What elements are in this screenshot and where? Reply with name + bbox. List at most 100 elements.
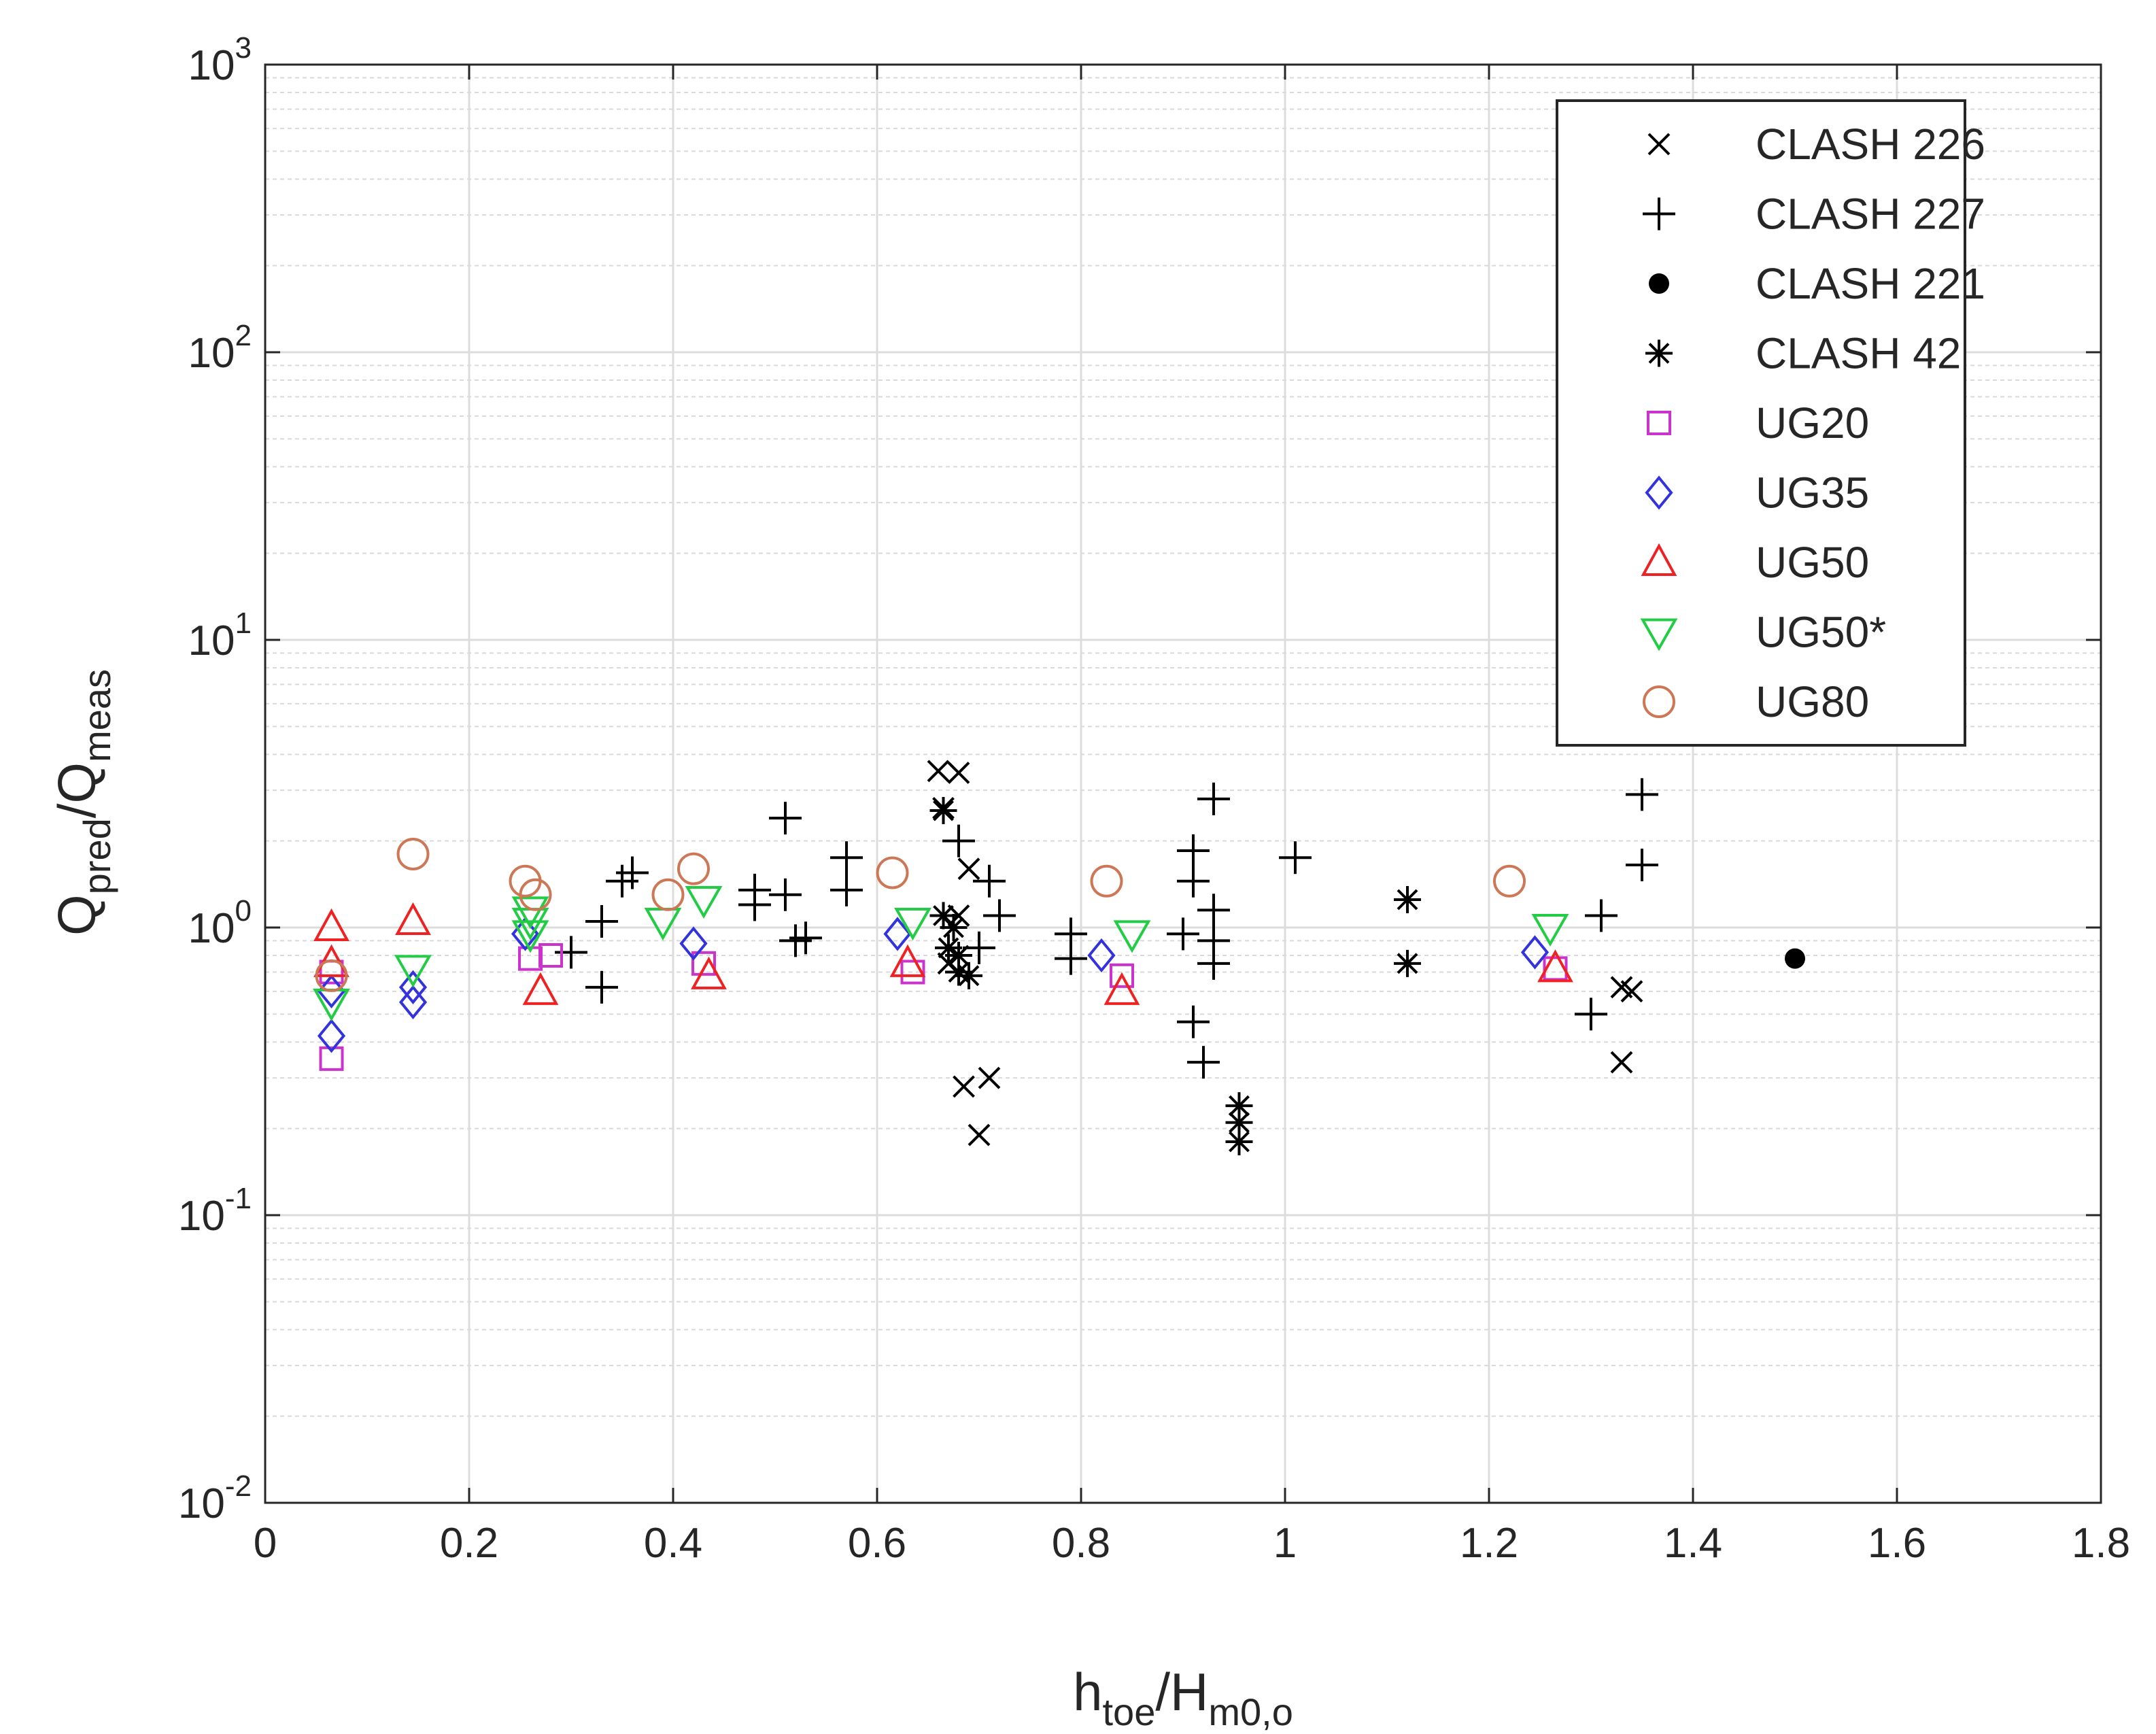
y-tick-label-base: 10 bbox=[188, 330, 235, 377]
series-ug80 bbox=[315, 838, 1526, 992]
data-point-clash-227 bbox=[769, 802, 802, 835]
data-point-ug20 bbox=[691, 951, 716, 976]
legend-marker-clash-221 bbox=[1649, 273, 1669, 294]
data-point-ug50 bbox=[1103, 972, 1140, 1005]
x-tick-label: 1.4 bbox=[1664, 1520, 1722, 1567]
data-point-ug80 bbox=[396, 838, 430, 871]
y-tick-label-base: 10 bbox=[178, 1193, 225, 1240]
data-point-clash-227 bbox=[1177, 864, 1210, 898]
data-point-ug35 bbox=[398, 985, 428, 1019]
data-point-ug80 bbox=[1090, 864, 1123, 898]
y-tick-label-exponent: 3 bbox=[235, 31, 252, 65]
data-point-clash-227 bbox=[1187, 1046, 1220, 1079]
data-point-clash-226 bbox=[1610, 1051, 1633, 1074]
y-tick-label-base: 10 bbox=[188, 617, 235, 664]
data-point-clash-226 bbox=[978, 1066, 1001, 1089]
y-tick-label: 101 bbox=[188, 607, 252, 664]
y-tick-label-base: 10 bbox=[188, 905, 235, 952]
data-point-ug20 bbox=[900, 959, 925, 985]
data-point-ug35 bbox=[398, 970, 428, 1004]
legend-label-ug35: UG35 bbox=[1756, 469, 1869, 517]
y-axis-label-base2: Q bbox=[47, 762, 107, 804]
data-point-clash-221 bbox=[1785, 948, 1805, 969]
legend: CLASH 226 CLASH 227 CLASH 221 CLASH 42 UG20 U… bbox=[1556, 99, 1985, 747]
data-point-clash-227 bbox=[1279, 841, 1312, 874]
x-tick-label: 0.4 bbox=[644, 1520, 702, 1567]
data-point-ug20 bbox=[1110, 963, 1134, 988]
data-point-clash-42 bbox=[955, 962, 982, 989]
data-point-clash-227 bbox=[1575, 998, 1607, 1031]
legend-item-ug80: UG80 bbox=[1643, 677, 1869, 726]
data-point-clash-227 bbox=[585, 905, 618, 938]
data-point-ug80 bbox=[651, 878, 685, 911]
data-point-clash-42 bbox=[1394, 886, 1421, 914]
data-point-clash-227 bbox=[1167, 917, 1199, 951]
y-axis-label-sub2: meas bbox=[75, 669, 118, 762]
legend-label-clash-227: CLASH 227 bbox=[1756, 190, 1985, 239]
x-axis-label-slash: / bbox=[1155, 1662, 1170, 1722]
x-axis-label-base2: H bbox=[1170, 1662, 1208, 1722]
y-axis-label-sub1: pred bbox=[75, 818, 118, 894]
data-point-clash-226 bbox=[947, 762, 970, 784]
data-point-ug50 bbox=[522, 972, 559, 1005]
x-axis-label-sub1: toe bbox=[1103, 1690, 1156, 1731]
data-point-ug35 bbox=[679, 926, 708, 961]
x-tick-label: 0 bbox=[254, 1520, 277, 1567]
data-point-ug35 bbox=[883, 917, 912, 951]
data-point-clash-227 bbox=[1197, 782, 1230, 815]
legend-marker-clash-42 bbox=[1645, 339, 1673, 367]
legend-item-clash-221: CLASH 221 bbox=[1649, 259, 1985, 308]
legend-marker-ug35 bbox=[1645, 475, 1673, 510]
data-point-ug80 bbox=[876, 856, 909, 889]
legend-items: CLASH 226 CLASH 227 CLASH 221 CLASH 42 UG20 U… bbox=[1640, 120, 1985, 726]
x-axis-label-sub2: m0,o bbox=[1208, 1690, 1293, 1731]
data-point-ug50 bbox=[313, 908, 349, 941]
data-point-clash-42 bbox=[945, 941, 972, 969]
data-point-clash-227 bbox=[1585, 899, 1618, 932]
data-point-clash-227 bbox=[1626, 849, 1658, 882]
legend-marker-clash-227 bbox=[1643, 197, 1675, 231]
legend-label-ug50: UG50* bbox=[1756, 608, 1886, 657]
data-point-ug50 bbox=[511, 896, 549, 930]
data-point-clash-42 bbox=[929, 797, 957, 825]
data-point-ug80 bbox=[677, 852, 710, 885]
x-tick-label: 1.6 bbox=[1868, 1520, 1926, 1567]
legend-label-clash-42: CLASH 42 bbox=[1756, 329, 1961, 378]
y-axis-label-base1: Q bbox=[47, 894, 107, 936]
data-point-clash-227 bbox=[1197, 894, 1230, 927]
legend-marker-clash-226 bbox=[1647, 133, 1671, 156]
data-point-clash-227 bbox=[585, 970, 618, 1004]
y-tick-label-exponent: -1 bbox=[225, 1182, 252, 1215]
y-tick-label: 103 bbox=[188, 31, 252, 89]
legend-marker-ug80 bbox=[1643, 685, 1675, 718]
data-point-clash-227 bbox=[830, 873, 863, 906]
data-point-clash-226 bbox=[957, 857, 980, 881]
data-point-ug50 bbox=[691, 956, 727, 989]
data-point-ug50 bbox=[511, 920, 549, 953]
data-point-clash-226 bbox=[953, 1075, 975, 1098]
data-point-clash-227 bbox=[973, 864, 1006, 898]
data-point-clash-42 bbox=[1225, 1128, 1253, 1156]
data-point-ug80 bbox=[1493, 864, 1526, 898]
data-point-clash-227 bbox=[1177, 1005, 1210, 1038]
y-tick-label-exponent: 0 bbox=[235, 894, 252, 928]
data-point-ug50 bbox=[889, 944, 926, 977]
plot-frame bbox=[264, 63, 2102, 1504]
data-point-ug50 bbox=[894, 908, 931, 941]
data-point-clash-226 bbox=[927, 760, 950, 783]
y-tick-label: 102 bbox=[188, 319, 252, 377]
x-axis-label-base1: h bbox=[1073, 1662, 1102, 1722]
legend-label-clash-226: CLASH 226 bbox=[1756, 120, 1985, 169]
legend-box bbox=[1556, 99, 1966, 747]
legend-item-ug35: UG35 bbox=[1645, 469, 1869, 517]
legend-label-ug80: UG80 bbox=[1756, 677, 1869, 726]
legend-item-ug50: UG50 bbox=[1641, 538, 1869, 587]
data-point-ug35 bbox=[1520, 935, 1550, 970]
data-point-clash-227 bbox=[963, 931, 995, 964]
legend-marker-ug50 bbox=[1641, 543, 1677, 576]
legend-item-ug20: UG20 bbox=[1647, 398, 1869, 447]
data-point-clash-227 bbox=[983, 899, 1016, 932]
data-point-clash-42 bbox=[940, 914, 968, 941]
data-point-ug50 bbox=[685, 886, 723, 919]
